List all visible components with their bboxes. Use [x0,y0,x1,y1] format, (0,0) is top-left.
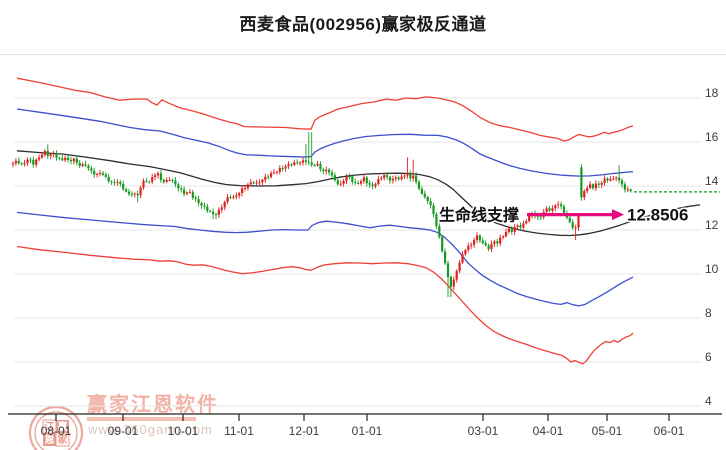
x-axis-label: 05-01 [592,424,623,438]
x-axis-label: 08-01 [41,424,72,438]
y-axis-label: 12 [705,218,719,232]
series-support-lower-blue [16,211,634,307]
seal-char: 家 [58,433,69,446]
x-axis-label: 10-01 [168,424,199,438]
y-axis-label: 14 [705,174,719,188]
brand-seal-icon: 江 赢 恩 家 [28,405,84,450]
y-axis-label: 16 [705,130,719,144]
y-axis-label: 18 [705,86,719,100]
seal-char: 江 [45,420,55,433]
x-axis-label: 04-01 [533,424,564,438]
title-divider [0,54,726,55]
y-axis-label: 10 [705,262,719,276]
watermark-brand-text: 赢家江恩软件 [87,394,219,416]
y-axis-label: 4 [705,394,712,408]
support-label: 生命线支撑 [439,206,519,225]
watermark-underline [87,417,196,421]
y-axis-label: 8 [705,306,712,320]
x-axis-label: 03-01 [468,424,499,438]
series-extreme-resistance-upper-red [16,77,634,142]
y-axis-label: 6 [705,350,712,364]
chart-title: 西麦食品(002956)赢家极反通道 [239,15,487,34]
support-arrowhead-icon [612,209,624,221]
x-axis-label: 06-01 [654,424,685,438]
series-lifeline-black [16,150,701,237]
seal-char: 恩 [45,434,55,446]
watermark-url-text: www.360gann.com [88,422,213,437]
x-axis-label: 12-01 [289,424,320,438]
x-axis-label: 01-01 [352,424,383,438]
series-extreme-support-lower-red [16,245,634,365]
series-resistance-upper-blue [16,108,634,177]
seal-char: 赢 [58,420,68,433]
x-axis-label: 09-01 [108,424,139,438]
support-value: 12.8506 [627,206,688,225]
x-axis-label: 11-01 [224,424,254,438]
